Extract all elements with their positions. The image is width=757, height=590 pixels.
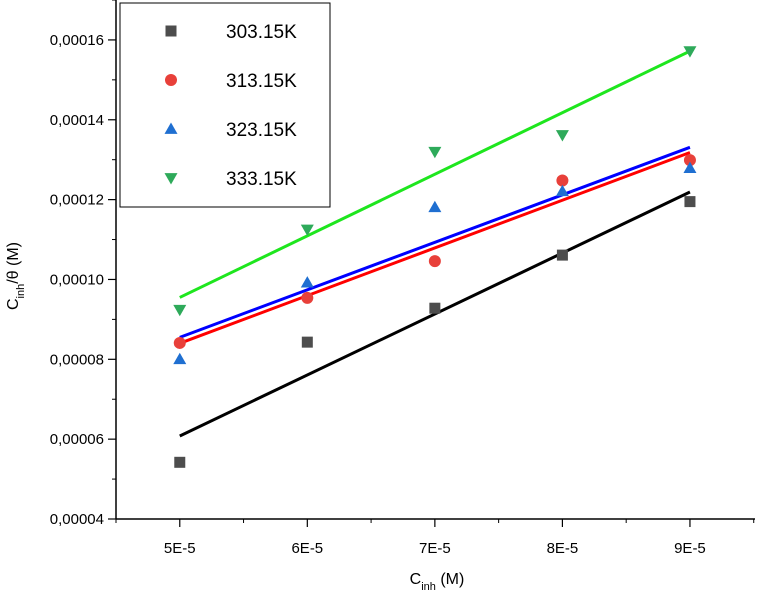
x-axis-title: Cinh (M) (410, 571, 465, 590)
y-tick-labels: 0,00004 0,00006 0,00008 0,00010 0,00012 0,000… (50, 32, 104, 528)
y-tick-label: 0,00006 (50, 431, 104, 448)
data-point-303.15K (174, 456, 186, 468)
data-point-313.15K (173, 336, 186, 349)
data-point-323.15K (300, 276, 314, 288)
data-point-333.15K (173, 304, 187, 317)
x-tick-label: 6E-5 (291, 540, 323, 557)
fit-line-323.15K (179, 145, 691, 339)
y-axis-title: Cinh/θ (M) (5, 242, 27, 310)
fit-line-333.15K (179, 49, 691, 299)
x-tick-label: 5E-5 (164, 540, 196, 557)
x-tick-labels: 5E-5 6E-5 7E-5 8E-5 9E-5 (164, 540, 706, 557)
y-tick-label: 0,00016 (50, 32, 104, 49)
data-point-313.15K (683, 154, 696, 167)
y-tick-label: 0,00014 (50, 112, 104, 129)
data-point-333.15K (683, 46, 697, 58)
data-markers (173, 46, 697, 468)
axes (108, 0, 755, 527)
data-point-303.15K (429, 302, 441, 314)
data-point-333.15K (555, 130, 569, 142)
data-point-323.15K (683, 161, 697, 173)
legend-label-303.15K: 303.15K (226, 22, 297, 43)
x-tick-label: 9E-5 (674, 540, 706, 557)
legend-label-333.15K: 333.15K (226, 169, 297, 190)
y-tick-label: 0,00010 (50, 271, 104, 288)
data-point-303.15K (556, 249, 568, 261)
legend-label-313.15K: 313.15K (226, 71, 297, 92)
data-point-333.15K (428, 146, 442, 159)
y-tick-label: 0,00004 (50, 511, 104, 528)
data-point-313.15K (428, 255, 441, 268)
x-tick-label: 8E-5 (547, 540, 579, 557)
data-point-333.15K (300, 224, 314, 237)
fit-line-303.15K (179, 190, 691, 438)
data-point-323.15K (555, 184, 569, 197)
data-point-303.15K (684, 196, 696, 208)
legend: 303.15K 313.15K 323.15K 333.15K (119, 2, 331, 208)
data-point-313.15K (556, 174, 569, 187)
legend-label-323.15K: 323.15K (226, 120, 297, 141)
legend-marker-313.15K (165, 74, 177, 86)
x-tick-label: 7E-5 (419, 540, 451, 557)
data-point-303.15K (301, 336, 313, 348)
data-point-323.15K (428, 200, 442, 213)
fit-line-313.15K (179, 151, 691, 345)
y-tick-label: 0,00008 (50, 351, 104, 368)
y-tick-label: 0,00012 (50, 192, 104, 209)
legend-marker-333.15K (164, 173, 178, 185)
legend-marker-303.15K (165, 25, 177, 37)
data-point-313.15K (301, 291, 314, 304)
legend-box (119, 2, 331, 208)
fit-lines (179, 49, 691, 438)
legend-marker-323.15K (164, 122, 178, 134)
data-point-323.15K (173, 352, 187, 365)
